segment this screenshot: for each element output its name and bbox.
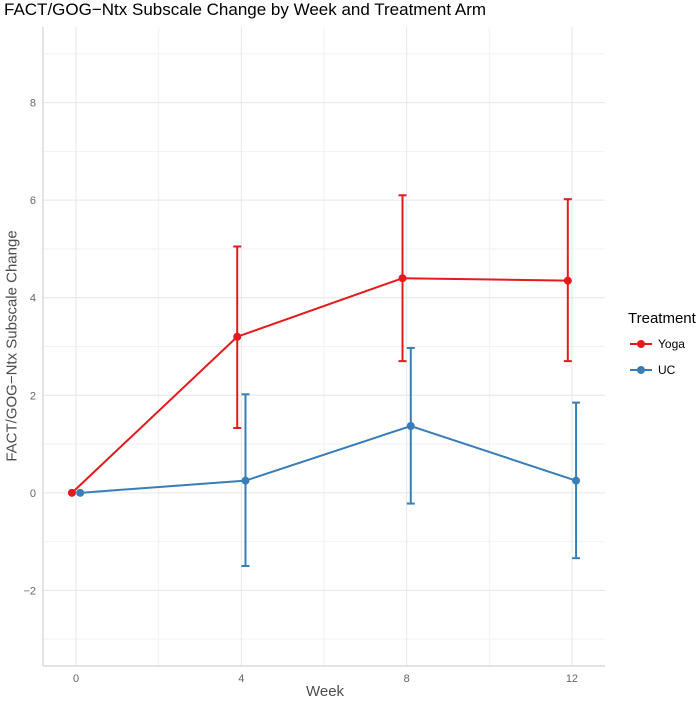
legend-point-yoga xyxy=(637,340,645,348)
axes xyxy=(42,27,605,667)
chart-title: FACT/GOG−Ntx Subscale Change by Week and… xyxy=(4,0,487,19)
legend-label-yoga: Yoga xyxy=(658,337,685,351)
y-tick-label: 2 xyxy=(30,390,36,402)
x-tick-label: 12 xyxy=(566,673,578,685)
yoga-data-point xyxy=(563,276,572,285)
data-marks xyxy=(67,194,581,568)
uc-data-point xyxy=(76,488,85,497)
yoga-data-point xyxy=(67,488,76,497)
legend-point-uc xyxy=(637,366,645,374)
x-tick-label: 4 xyxy=(238,673,244,685)
yoga-data-point xyxy=(233,332,242,341)
legend-label-uc: UC xyxy=(658,363,676,377)
tick-labels: 0 4 8 12 −2 0 2 4 6 8 xyxy=(23,98,578,685)
y-tick-label: 4 xyxy=(30,293,36,305)
y-tick-label: 8 xyxy=(30,98,36,110)
y-tick-label: 6 xyxy=(30,195,36,207)
uc-series-line xyxy=(80,424,577,494)
y-tick-label: −2 xyxy=(23,585,36,597)
uc-data-point xyxy=(241,476,250,485)
legend-key-yoga xyxy=(628,335,654,353)
y-axis-label-text: FACT/GOG−Ntx Subscale Change xyxy=(3,230,21,462)
legend-item-uc: UC xyxy=(628,361,675,379)
x-axis-label-text: Week xyxy=(305,683,345,700)
legend-title: Treatment xyxy=(628,310,696,327)
uc-data-point xyxy=(572,476,581,485)
uc-data-point xyxy=(406,422,415,431)
x-tick-label: 8 xyxy=(404,673,410,685)
legend-item-yoga: Yoga xyxy=(628,335,685,353)
legend-key-uc xyxy=(628,361,654,379)
y-tick-label: 0 xyxy=(30,488,36,500)
yoga-series-line xyxy=(71,277,568,494)
major-gridlines xyxy=(43,27,605,666)
minor-gridlines xyxy=(43,27,605,666)
yoga-data-point xyxy=(398,274,407,283)
x-tick-label: 0 xyxy=(73,673,79,685)
